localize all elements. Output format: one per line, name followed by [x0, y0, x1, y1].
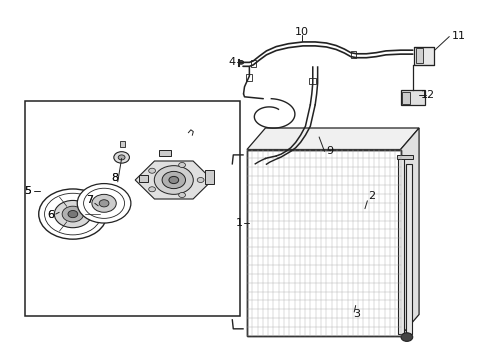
Circle shape [168, 176, 178, 184]
Circle shape [39, 189, 107, 239]
Circle shape [118, 155, 125, 160]
Bar [25, 101, 239, 316]
Bar [350, 51, 355, 58]
Text: 12: 12 [420, 90, 434, 100]
Bar [139, 175, 148, 182]
Circle shape [197, 177, 203, 183]
Circle shape [178, 162, 185, 167]
Circle shape [154, 166, 193, 194]
Text: 4: 4 [228, 57, 235, 67]
Circle shape [44, 193, 101, 235]
Text: 3: 3 [352, 310, 360, 319]
Circle shape [92, 194, 116, 212]
Polygon shape [135, 161, 212, 199]
Polygon shape [246, 149, 400, 336]
Circle shape [83, 188, 124, 219]
Circle shape [114, 152, 129, 163]
Circle shape [178, 193, 185, 198]
Text: 7: 7 [86, 195, 93, 205]
Bar [120, 140, 125, 147]
Text: 10: 10 [294, 27, 308, 37]
Circle shape [148, 168, 155, 173]
Bar [400, 90, 424, 105]
Text: 5: 5 [24, 186, 31, 196]
Bar [250, 60, 255, 67]
Text: 8: 8 [111, 173, 119, 183]
Text: 9: 9 [325, 146, 333, 156]
Bar [413, 46, 433, 64]
Circle shape [99, 200, 109, 207]
Text: 8: 8 [111, 173, 119, 183]
Bar [245, 74, 252, 81]
Text: 7: 7 [86, 195, 93, 205]
Circle shape [77, 184, 131, 223]
Bar [159, 149, 171, 156]
Text: 11: 11 [451, 31, 465, 41]
Polygon shape [246, 128, 418, 149]
Bar [397, 158, 404, 334]
Bar [415, 48, 423, 63]
Text: 1: 1 [236, 218, 243, 228]
Polygon shape [400, 128, 418, 336]
Text: 5: 5 [24, 186, 31, 196]
Bar [402, 92, 409, 104]
Bar [396, 155, 412, 159]
Circle shape [148, 187, 155, 192]
Circle shape [238, 60, 243, 64]
Bar [205, 170, 214, 184]
Circle shape [68, 211, 78, 218]
Circle shape [400, 333, 412, 341]
Text: 6: 6 [47, 210, 54, 220]
Circle shape [54, 201, 91, 228]
Text: 2: 2 [367, 191, 374, 201]
Bar [309, 78, 315, 84]
Text: 6: 6 [47, 210, 54, 220]
Circle shape [62, 206, 83, 222]
Bar [405, 164, 411, 334]
Circle shape [162, 171, 185, 189]
